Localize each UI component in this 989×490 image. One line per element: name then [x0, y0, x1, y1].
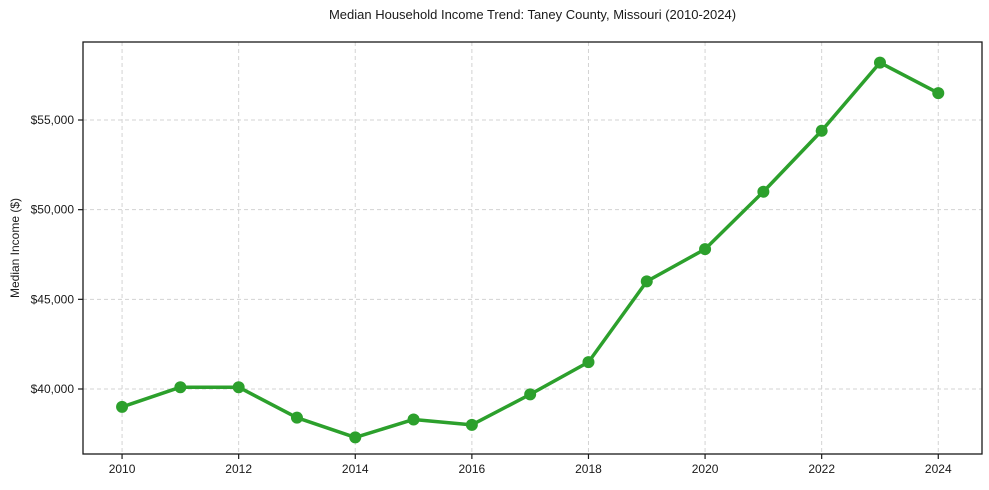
data-point — [290, 411, 303, 424]
y-tick-label: $45,000 — [31, 292, 75, 306]
trend-line — [120, 60, 941, 440]
x-tick-label: 2010 — [109, 462, 136, 476]
x-tick-label: 2016 — [459, 462, 486, 476]
y-tick-label: $55,000 — [31, 113, 75, 127]
data-point — [932, 87, 945, 100]
x-tick-label: 2024 — [925, 462, 952, 476]
y-tick-label: $40,000 — [31, 382, 75, 396]
y-tick-label: $50,000 — [31, 203, 75, 217]
plot-frame — [82, 41, 983, 455]
data-point — [349, 431, 362, 444]
data-point — [174, 381, 187, 394]
data-point — [640, 275, 653, 288]
data-point — [465, 418, 478, 431]
data-point — [116, 400, 129, 413]
data-point — [873, 56, 886, 69]
x-tick-label: 2012 — [225, 462, 252, 476]
data-point — [524, 388, 537, 401]
data-point — [407, 413, 420, 426]
x-tick-label: 2022 — [808, 462, 835, 476]
x-tick-label: 2014 — [342, 462, 369, 476]
data-point — [757, 185, 770, 198]
data-point — [232, 381, 245, 394]
data-point — [582, 356, 595, 369]
x-tick-label: 2020 — [692, 462, 719, 476]
x-tick-label: 2018 — [575, 462, 602, 476]
data-point — [815, 124, 828, 137]
data-point — [699, 243, 712, 256]
chart-title: Median Household Income Trend: Taney Cou… — [328, 7, 737, 22]
